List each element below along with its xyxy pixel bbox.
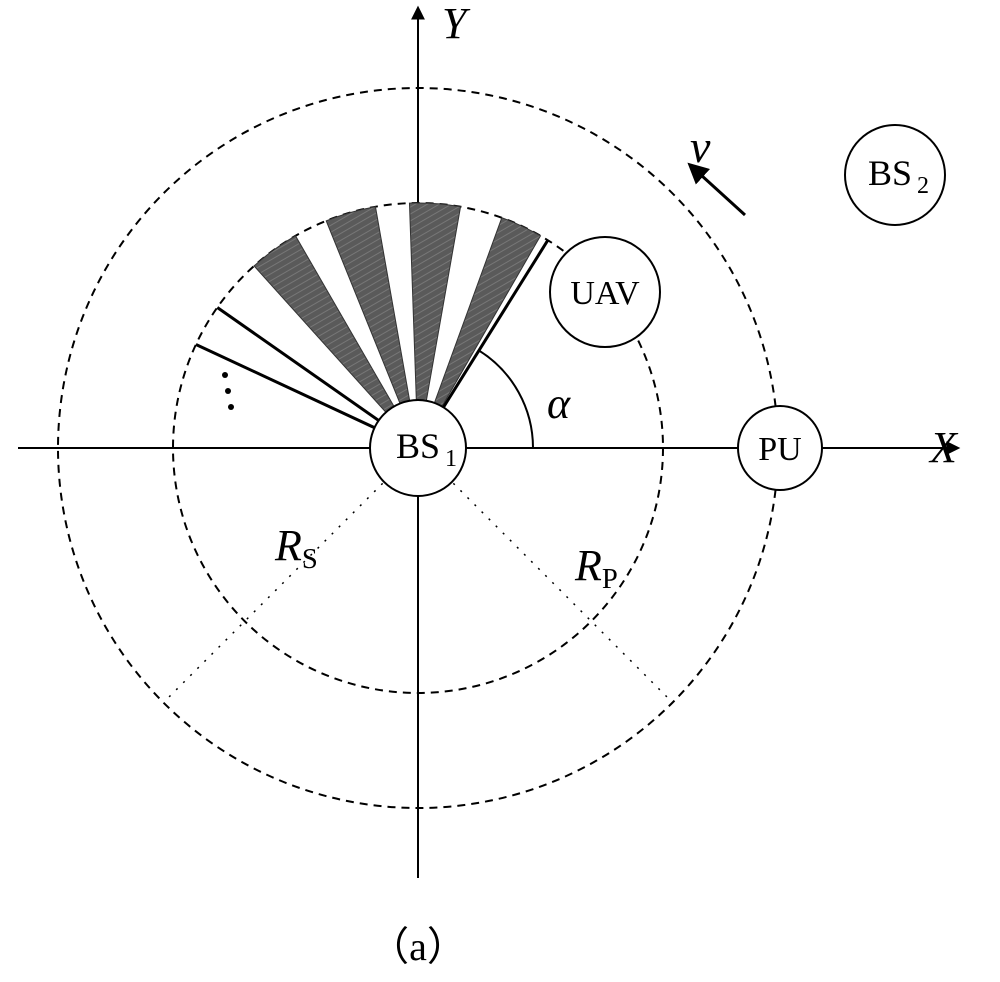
caption-label: （a） [369, 924, 467, 969]
canvas-bg [0, 0, 1000, 982]
ellipsis-dot-2 [228, 404, 234, 410]
ellipsis-dot-1 [225, 388, 231, 394]
uav-label: UAV [570, 275, 640, 312]
bs1-label: BS [396, 426, 440, 466]
ellipsis-dot-0 [222, 372, 228, 378]
alpha-label: α [547, 379, 571, 428]
bs1-label-sub: 1 [445, 446, 457, 472]
pu-label: PU [758, 431, 801, 468]
bs2-label: BS [868, 153, 912, 193]
velocity-label: v [690, 121, 711, 172]
axis-x-label: X [928, 423, 959, 472]
bs2-label-sub: 2 [917, 173, 929, 199]
